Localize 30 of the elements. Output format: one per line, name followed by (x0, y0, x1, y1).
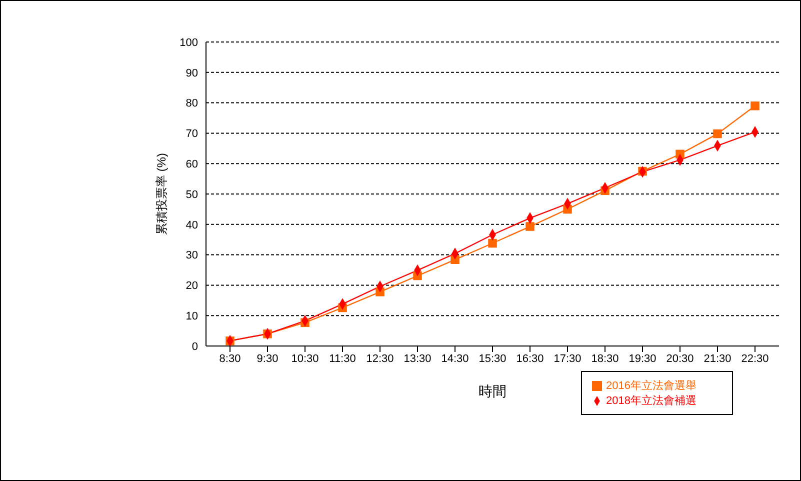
y-tick-label: 20 (186, 280, 198, 292)
y-axis-title: 累積投票率 (%) (154, 153, 168, 235)
x-tick-label: 16:30 (516, 352, 544, 365)
x-tick-label: 8:30 (219, 352, 241, 365)
y-tick-label: 90 (186, 67, 198, 80)
y-tick-label: 40 (186, 219, 198, 232)
y-tick-label: 100 (180, 36, 198, 49)
y-tick-label: 0 (192, 340, 198, 353)
y-tick-label: 50 (186, 188, 198, 201)
x-tick-label: 21:30 (704, 352, 732, 365)
x-tick-label: 12:30 (366, 352, 394, 365)
y-tick-label: 30 (186, 250, 198, 262)
x-tick-label: 18:30 (591, 352, 619, 365)
legend-label: 2018年立法會補選 (606, 395, 696, 407)
y-tick-label: 70 (186, 128, 198, 140)
y-tick-label: 10 (186, 310, 198, 323)
x-tick-label: 22:30 (741, 352, 769, 365)
x-tick-label: 19:30 (628, 352, 656, 365)
x-tick-label: 10:30 (291, 352, 319, 365)
y-tick-label: 60 (186, 158, 198, 171)
y-tick-label: 80 (186, 98, 198, 110)
x-tick-label: 9:30 (256, 352, 278, 365)
x-axis-title: 時間 (478, 383, 506, 399)
legend-label: 2016年立法會選舉 (606, 380, 696, 392)
x-tick-label: 11:30 (329, 352, 356, 365)
x-tick-label: 15:30 (478, 352, 506, 365)
x-tick-label: 13:30 (404, 352, 432, 365)
x-tick-label: 17:30 (554, 352, 582, 365)
x-tick-label: 14:30 (441, 352, 469, 365)
x-tick-label: 20:30 (666, 352, 694, 365)
